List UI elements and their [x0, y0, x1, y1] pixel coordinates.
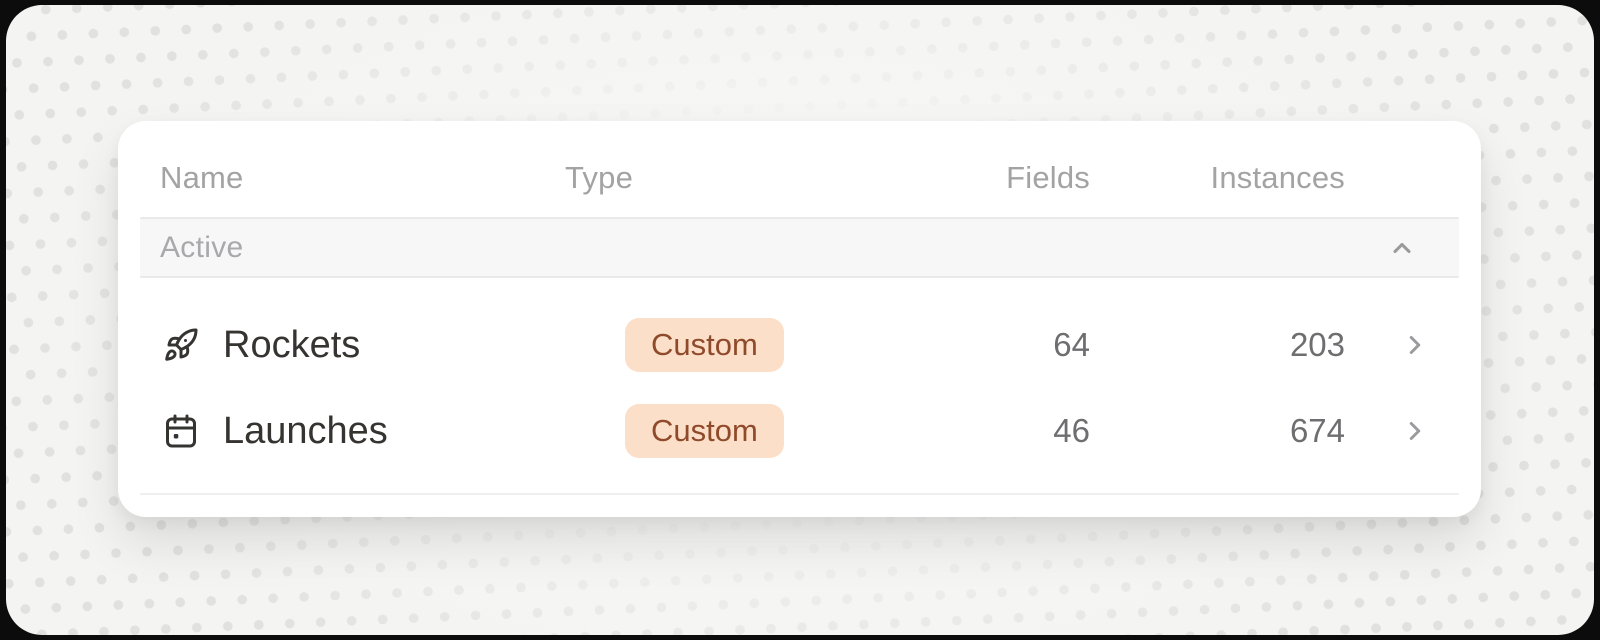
- row-action-cell: [1345, 330, 1445, 360]
- fields-count: 64: [1053, 326, 1090, 363]
- calendar-icon: [163, 413, 199, 449]
- column-header-name: Name: [160, 160, 244, 195]
- table-row-launches[interactable]: Launches Custom 46 674: [160, 388, 1445, 474]
- name-cell: Rockets: [160, 324, 565, 367]
- column-header-instances: Instances: [1210, 160, 1345, 195]
- table-row-rockets[interactable]: Rockets Custom 64 203: [160, 302, 1445, 388]
- section-label: Active: [160, 230, 244, 264]
- instances-count: 203: [1289, 326, 1345, 363]
- schema-table-card: Name Type Fields Instances Active Rocket…: [118, 121, 1481, 517]
- chevron-right-icon[interactable]: [1400, 416, 1430, 446]
- name-cell: Launches: [160, 410, 565, 453]
- rocket-icon: [163, 327, 199, 363]
- table-body: Rockets Custom 64 203 Launches: [118, 278, 1481, 493]
- row-action-cell: [1345, 416, 1445, 446]
- chevron-right-icon[interactable]: [1400, 330, 1430, 360]
- app-background: Name Type Fields Instances Active Rocket…: [6, 5, 1594, 635]
- column-header-fields: Fields: [1006, 160, 1090, 195]
- chevron-up-icon[interactable]: [1388, 234, 1416, 262]
- table-bottom-divider: [140, 493, 1459, 495]
- column-header-type: Type: [565, 160, 634, 195]
- fields-count: 46: [1053, 412, 1090, 449]
- section-header-active[interactable]: Active: [140, 217, 1459, 278]
- instances-count: 674: [1289, 412, 1345, 449]
- type-badge: Custom: [625, 404, 784, 458]
- row-name-label: Launches: [223, 409, 388, 452]
- table-header-row: Name Type Fields Instances: [118, 121, 1481, 217]
- row-name-label: Rockets: [223, 323, 361, 366]
- type-cell: Custom: [565, 404, 805, 458]
- type-cell: Custom: [565, 318, 805, 372]
- type-badge: Custom: [625, 318, 784, 372]
